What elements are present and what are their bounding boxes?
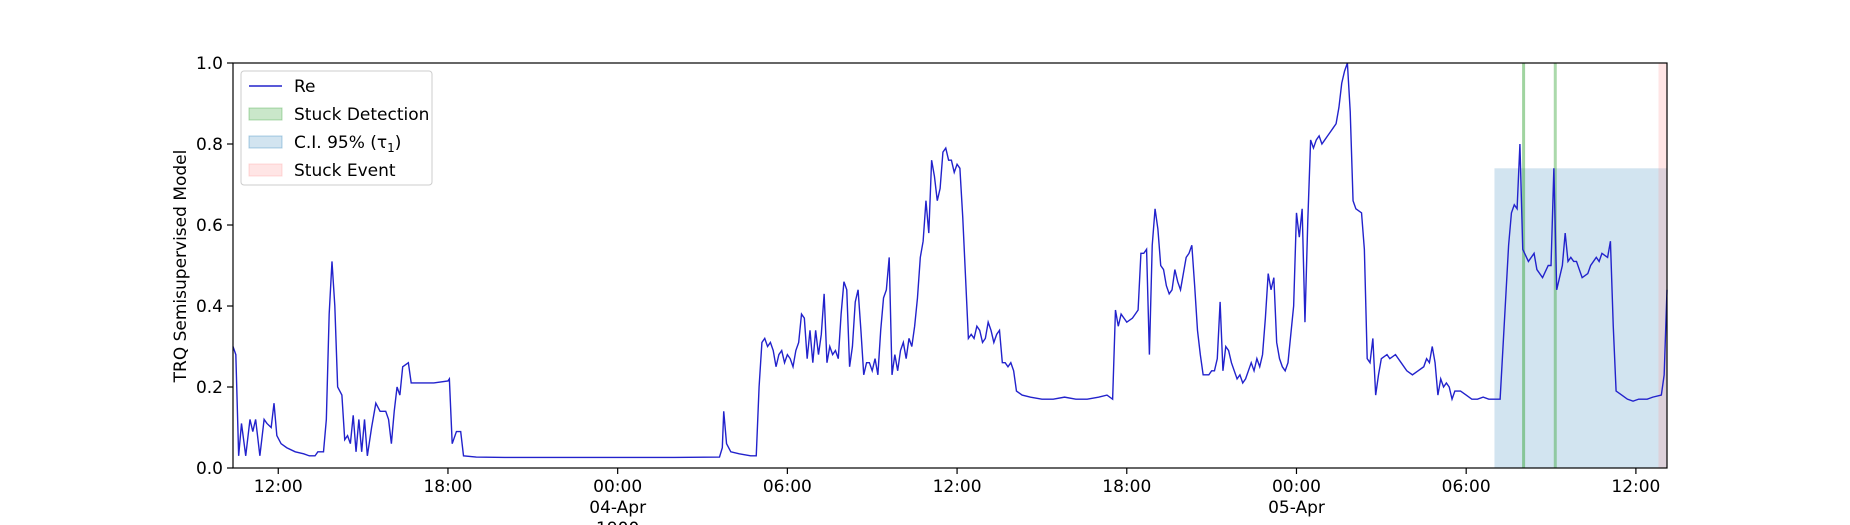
- plot-frame: [232, 62, 1668, 469]
- regions-layer: [1494, 63, 1667, 469]
- x-tick-label-3: 06:00: [763, 477, 812, 497]
- y-axis-title: TRQ Semisupervised Model: [171, 150, 191, 384]
- legend-label-1: Stuck Detection: [294, 105, 429, 125]
- series-line-re: [232, 62, 1668, 459]
- region-ci-0: [1494, 168, 1667, 469]
- y-tick-label-1: 0.2: [196, 378, 223, 398]
- y-tick-label-2: 0.4: [196, 297, 223, 317]
- x-tick-label-2: 00:00: [593, 477, 642, 497]
- x-tick-sublabel2-2: 1900: [596, 519, 639, 525]
- legend-label-0: Re: [294, 77, 316, 97]
- x-tick-label-1: 18:00: [423, 477, 472, 497]
- x-tick-label-0: 12:00: [254, 477, 303, 497]
- plot-area: [232, 62, 1668, 469]
- legend-items: Re Stuck Detection C.I. 95% (τ1) Stuck Even…: [248, 77, 429, 181]
- x-tick-label-4: 12:00: [933, 477, 982, 497]
- y-axis: 0.0 0.2 0.4 0.6 0.8 1.0: [196, 54, 233, 479]
- legend: Re Stuck Detection C.I. 95% (τ1) Stuck Even…: [240, 70, 433, 186]
- x-tick-label-7: 06:00: [1442, 477, 1491, 497]
- y-tick-label-4: 0.8: [196, 135, 223, 155]
- x-tick-sublabel-6: 05-Apr: [1268, 498, 1325, 518]
- x-axis: 12:0018:0000:0004-Apr190006:0012:0018:00…: [254, 468, 1660, 525]
- legend-swatch-1: [248, 107, 283, 121]
- legend-swatch-2: [248, 135, 283, 149]
- legend-swatch-3: [248, 163, 283, 177]
- x-tick-label-8: 12:00: [1611, 477, 1660, 497]
- y-tick-label-3: 0.6: [196, 216, 223, 236]
- x-tick-label-6: 00:00: [1272, 477, 1321, 497]
- legend-box: [240, 70, 433, 186]
- y-tick-label-0: 0.0: [196, 459, 223, 479]
- legend-label-2: C.I. 95% (τ1): [294, 133, 401, 155]
- y-tick-label-5: 1.0: [196, 54, 223, 74]
- x-tick-sublabel-2: 04-Apr: [589, 498, 646, 518]
- x-tick-label-5: 18:00: [1102, 477, 1151, 497]
- region-vline-1: [1522, 63, 1526, 468]
- region-vline-2: [1553, 63, 1557, 468]
- legend-label-3: Stuck Event: [294, 161, 396, 181]
- region-event-3: [1658, 63, 1667, 468]
